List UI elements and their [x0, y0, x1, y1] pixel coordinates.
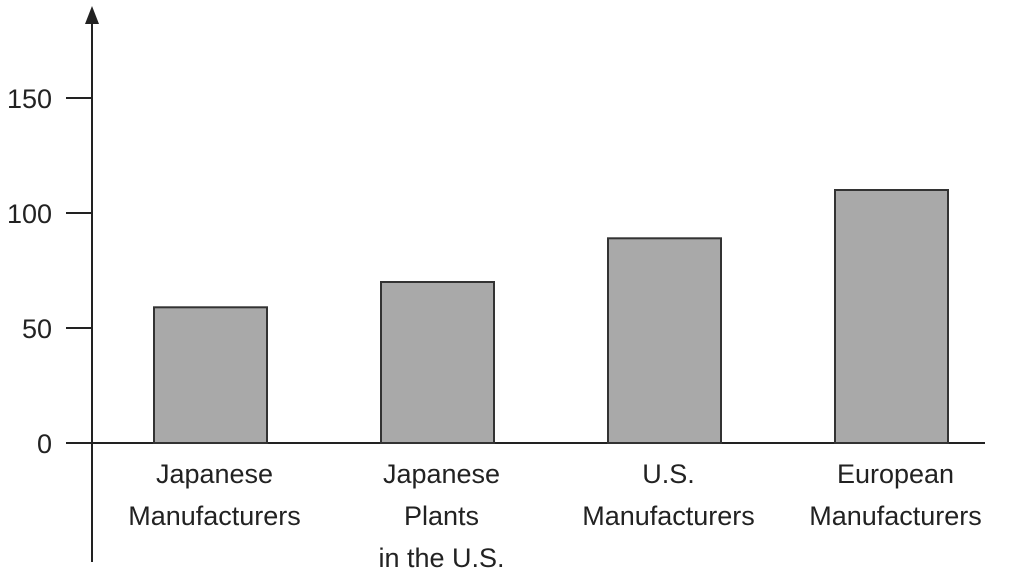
- x-category-label-line: Manufacturers: [809, 501, 982, 531]
- y-tick-label: 100: [7, 199, 52, 229]
- bar: [607, 237, 722, 444]
- x-category-label-line: Manufacturers: [128, 501, 301, 531]
- y-axis-arrow-icon: [85, 6, 99, 24]
- y-axis-ticks: 0 50 100 150: [7, 84, 92, 459]
- x-category-label-line: European: [837, 459, 954, 489]
- x-category-label: U.S. Manufacturers: [582, 459, 755, 531]
- x-category-label-line: Manufacturers: [582, 501, 755, 531]
- x-category-label-line: Japanese: [156, 459, 273, 489]
- x-category-label-line: U.S.: [642, 459, 695, 489]
- y-tick-label: 50: [22, 314, 52, 344]
- x-category-label: Japanese Manufacturers: [128, 459, 301, 531]
- bar: [834, 189, 949, 444]
- x-category-label: Japanese Plants in the U.S.: [378, 459, 504, 569]
- bar: [380, 281, 495, 444]
- x-category-label-line: Plants: [404, 501, 479, 531]
- x-category-label-line: in the U.S.: [378, 543, 504, 569]
- x-category-label-line: Japanese: [383, 459, 500, 489]
- y-tick-label: 150: [7, 84, 52, 114]
- y-tick-label: 0: [37, 429, 52, 459]
- chart-bars: [153, 189, 949, 444]
- x-axis-category-labels: Japanese Manufacturers Japanese Plants in th…: [128, 459, 982, 569]
- x-category-label: European Manufacturers: [809, 459, 982, 531]
- bar: [153, 306, 268, 444]
